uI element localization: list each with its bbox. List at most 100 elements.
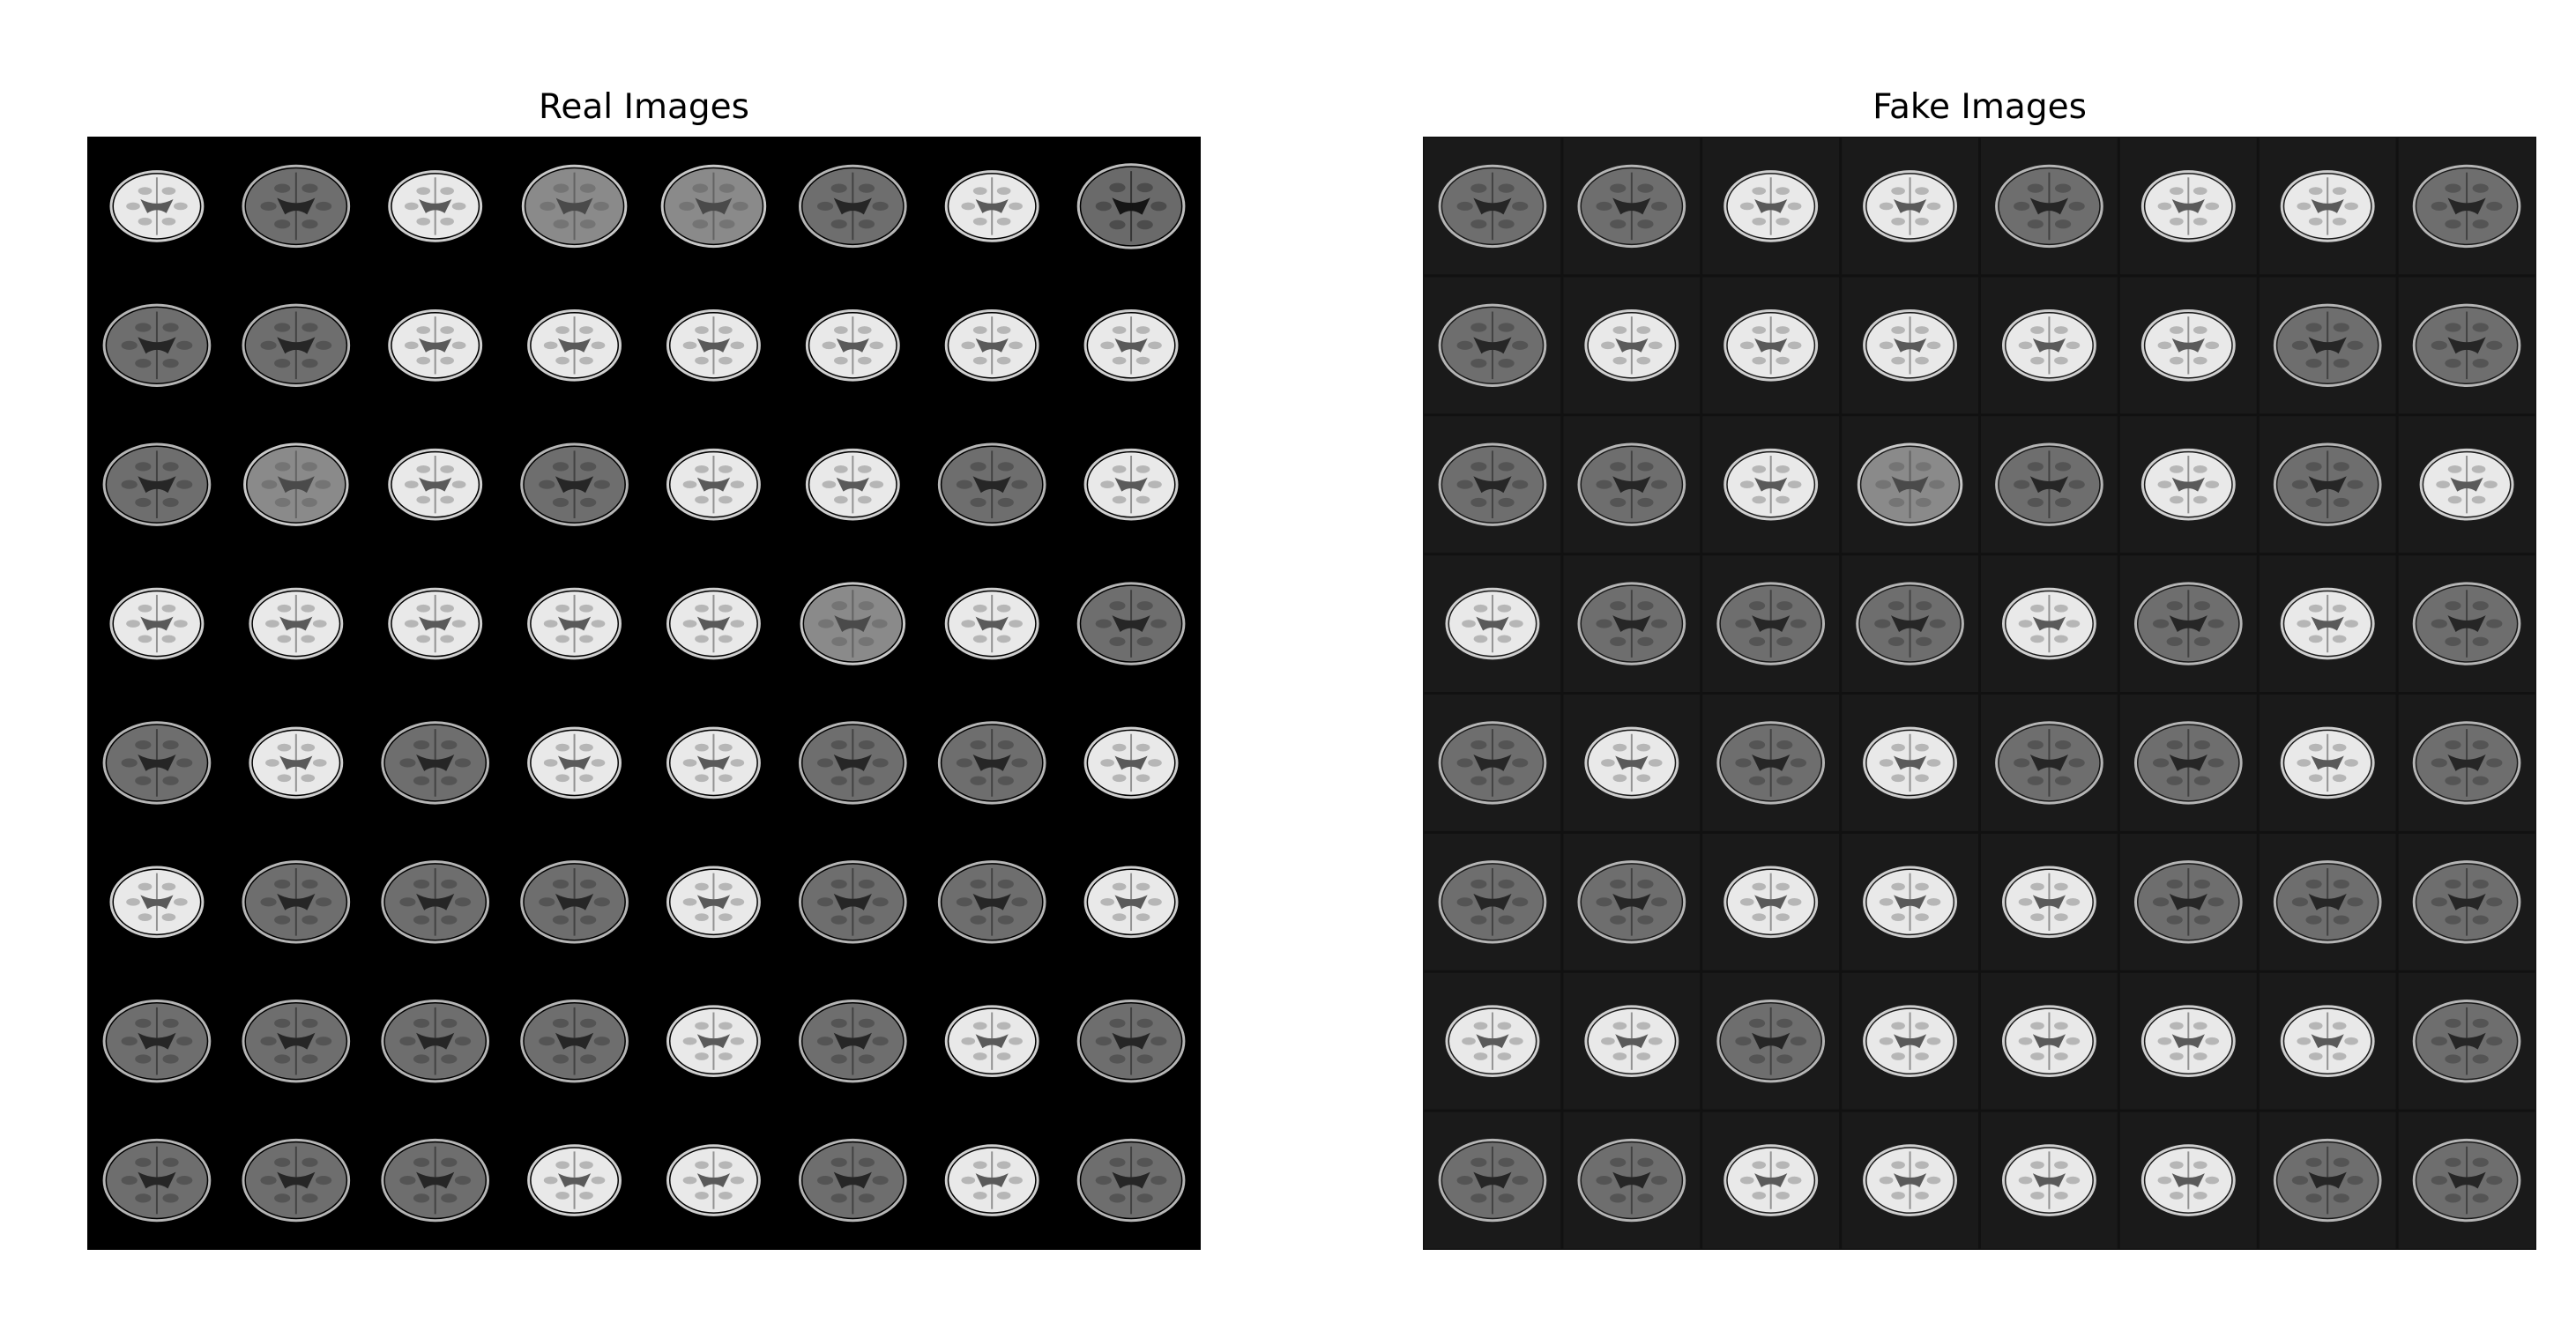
real-brain-slice (937, 442, 1046, 526)
fake-brain-slice (1563, 277, 1701, 414)
fake-brain-slice (1563, 416, 1701, 554)
real-brain-slice (388, 587, 483, 660)
fake-brain-slice (1563, 138, 1701, 275)
fake-brain-slice (2119, 972, 2257, 1110)
fake-brain-slice (2259, 972, 2396, 1110)
real-brain-slice (388, 309, 483, 382)
fake-brain-slice (1702, 972, 1840, 1110)
real-brain-slice (381, 1138, 490, 1223)
real-brain-slice (798, 721, 907, 805)
real-brain-slice (666, 1005, 761, 1077)
real-brain-slice (1083, 866, 1179, 939)
fake-brain-slice (1424, 416, 1561, 554)
real-brain-slice (102, 1000, 212, 1083)
fake-brain-slice (2398, 972, 2535, 1110)
real-brain-slice (249, 587, 344, 660)
real-brain-slice (1076, 582, 1186, 665)
fake-brain-slice (1702, 138, 1840, 275)
fake-brain-slice (1563, 1111, 1701, 1249)
real-brain-slice (242, 860, 351, 944)
fake-brain-slice (1981, 972, 2118, 1110)
fake-brain-slice (2398, 695, 2535, 831)
fake-brain-slice (2398, 833, 2535, 970)
fake-brain-slice (1563, 695, 1701, 831)
fake-brain-slice (1563, 972, 1701, 1110)
fake-brain-slice (2259, 555, 2396, 692)
real-brain-slice (944, 1144, 1039, 1216)
real-brain-slice (666, 866, 761, 939)
real-brain-slice (944, 170, 1039, 242)
real-images-title: Real Images (539, 87, 749, 127)
fake-brain-slice (1981, 416, 2118, 554)
real-brain-slice (798, 860, 907, 944)
real-brain-slice (666, 448, 761, 521)
real-brain-slice (1076, 1138, 1186, 1223)
real-brain-slice (102, 303, 212, 387)
fake-brain-slice (1981, 555, 2118, 692)
real-brain-slice (944, 587, 1039, 660)
fake-brain-slice (2398, 138, 2535, 275)
real-brain-slice (527, 1144, 622, 1216)
real-brain-slice (520, 442, 629, 526)
real-brain-slice (1083, 309, 1179, 382)
fake-brain-slice (1563, 555, 1701, 692)
fake-brain-slice (2259, 416, 2396, 554)
fake-brain-slice (1981, 1111, 2118, 1249)
real-background (87, 137, 1201, 1250)
fake-brain-slice (1842, 695, 1978, 831)
real-brain-slice (381, 860, 490, 944)
fake-brain-slice (1981, 833, 2118, 970)
real-brain-slice (666, 309, 761, 382)
fake-brain-slice (2398, 416, 2535, 554)
real-brain-slice (388, 170, 483, 242)
real-brain-slice (109, 587, 205, 660)
fake-brain-slice (1981, 138, 2118, 275)
fake-brain-slice (1842, 277, 1978, 414)
real-brain-slice (1083, 448, 1179, 521)
fake-brain-slice (1702, 555, 1840, 692)
fake-brain-slice (2119, 1111, 2257, 1249)
real-brain-slice (944, 1005, 1039, 1077)
real-brain-slice (109, 170, 205, 242)
fake-brain-slice (2119, 416, 2257, 554)
real-brain-slice (102, 721, 212, 805)
real-brain-slice (242, 1000, 351, 1083)
real-brain-slice (666, 1144, 761, 1216)
real-brain-slice (666, 726, 761, 799)
fake-brain-slice (2119, 833, 2257, 970)
fake-brain-slice (1842, 416, 1978, 554)
fake-brain-slice (1424, 833, 1561, 970)
fake-brain-slice (1424, 695, 1561, 831)
real-brain-slice (527, 587, 622, 660)
fake-brain-slice (2259, 695, 2396, 831)
real-brain-slice (381, 1000, 490, 1083)
fake-brain-slice (1842, 972, 1978, 1110)
real-brain-slice (800, 582, 906, 665)
real-brain-slice (520, 860, 629, 944)
real-brain-slice (805, 448, 900, 521)
fake-brain-slice (2398, 277, 2535, 414)
fake-brain-slice (2119, 277, 2257, 414)
real-brain-slice (937, 721, 1046, 805)
fake-brain-slice (1424, 1111, 1561, 1249)
fake-brain-slice (1424, 972, 1561, 1110)
fake-brain-slice (1842, 138, 1978, 275)
real-brain-slice (102, 442, 212, 526)
fake-brain-slice (2398, 1111, 2535, 1249)
real-brain-slice (243, 442, 349, 526)
real-brain-slice (381, 721, 490, 805)
real-brain-slice (521, 164, 628, 249)
fake-brain-slice (2119, 555, 2257, 692)
real-brain-slice (805, 309, 900, 382)
real-brain-slice (242, 303, 351, 387)
fake-brain-slice (2119, 138, 2257, 275)
real-images-grid (87, 137, 1201, 1250)
fake-brain-slice (2259, 138, 2396, 275)
real-brain-slice (798, 1000, 907, 1083)
fake-brain-slice (1981, 277, 2118, 414)
fake-brain-slice (1702, 833, 1840, 970)
real-brain-slice (798, 1138, 907, 1223)
fake-images-grid (1423, 137, 2536, 1250)
fake-brain-slice (2259, 277, 2396, 414)
fake-brain-slice (1424, 277, 1561, 414)
